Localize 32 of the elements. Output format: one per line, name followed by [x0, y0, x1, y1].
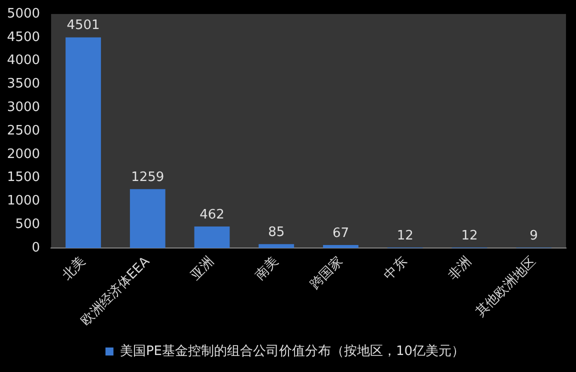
- x-tick-label: 北美: [58, 254, 88, 284]
- bar: [194, 226, 230, 248]
- x-tick-label: 其他欧洲地区: [473, 254, 540, 320]
- y-tick-label: 2000: [6, 146, 40, 162]
- legend-label: 美国PE基金控制的组合公司价值分布（按地区，10亿美元）: [120, 342, 465, 359]
- y-tick-label: 3000: [6, 100, 40, 116]
- y-tick-label: 1000: [6, 194, 40, 209]
- data-label: 12: [396, 228, 414, 244]
- y-tick-label: 1500: [6, 170, 40, 186]
- bar: [323, 244, 358, 248]
- y-tick-label: 0: [32, 240, 40, 256]
- y-tick-label: 4500: [6, 30, 40, 45]
- data-label: 67: [332, 226, 349, 241]
- y-tick-label: 2500: [6, 123, 40, 138]
- bar: [130, 189, 166, 248]
- y-tick-label: 500: [15, 217, 40, 232]
- y-tick-label: 4000: [6, 53, 40, 68]
- y-tick-label: 5000: [6, 6, 40, 22]
- x-tick-label: 非洲: [446, 254, 475, 284]
- data-label: 9: [530, 228, 538, 244]
- x-tick-label: 南美: [252, 254, 282, 284]
- x-tick-label: 亚洲: [188, 254, 218, 284]
- y-tick-label: 3500: [6, 76, 40, 92]
- data-label: 12: [461, 228, 478, 244]
- data-label: 85: [268, 225, 285, 240]
- data-label: 4501: [66, 18, 100, 34]
- x-tick-label: 跨国家: [307, 254, 346, 292]
- bar: [66, 37, 101, 248]
- data-label: 1259: [131, 170, 164, 186]
- x-tick-label: 中东: [381, 254, 410, 284]
- data-label: 462: [200, 207, 224, 222]
- bar: [258, 244, 294, 248]
